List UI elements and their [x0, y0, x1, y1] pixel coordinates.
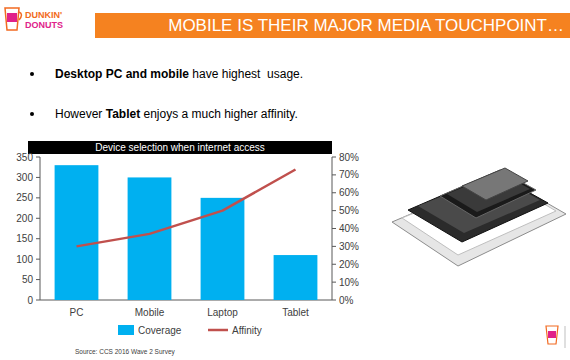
y-tick: [36, 177, 40, 178]
y2-tick: [332, 192, 336, 193]
x-tick-label: Mobile: [135, 307, 165, 318]
logo-text: DUNKIN': [25, 10, 62, 20]
legend-swatch: [118, 325, 134, 335]
bullet-text: Desktop PC and mobile have highest usage…: [55, 67, 303, 81]
bar: [128, 177, 172, 300]
y2-tick: [332, 157, 336, 158]
footer-logo: [546, 326, 565, 348]
y-tick: [36, 259, 40, 260]
y2-tick-label: 10%: [339, 277, 359, 288]
y2-tick: [332, 300, 336, 301]
tablets-image: [392, 168, 566, 266]
bar: [55, 165, 99, 300]
bullet-segment: Desktop PC and mobile: [55, 67, 189, 81]
legend: Coverage Affinity: [118, 325, 262, 336]
y-tick: [36, 300, 40, 301]
y2-tick-label: 80%: [339, 152, 359, 163]
footer-logo-cup: [546, 326, 558, 344]
logo: DUNKIN'DONUTS: [5, 8, 63, 30]
chart-title-bar: [28, 141, 332, 154]
legend-label: Affinity: [232, 325, 262, 336]
bullet-dot: [30, 72, 34, 76]
y2-tick: [332, 210, 336, 211]
y-tick-label: 200: [16, 213, 33, 224]
source-note: Source: CCS 2016 Wave 2 Survey: [75, 348, 176, 356]
x-tick-label: Tablet: [282, 307, 309, 318]
slide: DUNKIN'DONUTS MOBILE IS THEIR MAJOR MEDIA…: [0, 0, 570, 360]
chart: Device selection when internet access 0 50…: [16, 141, 359, 336]
y-tick-label: 300: [16, 172, 33, 183]
logo-cup: [5, 8, 19, 30]
footer-divider: [565, 326, 566, 348]
bullet-segment: have highest usage.: [189, 67, 303, 81]
bullet-segment: enjoys a much higher affinity.: [140, 107, 298, 121]
logo-cup-handle: [19, 12, 22, 20]
y2-tick: [332, 282, 336, 283]
y-tick: [36, 218, 40, 219]
y2-tick-label: 0%: [339, 295, 354, 306]
bullet-dot: [30, 112, 34, 116]
y2-tick: [332, 174, 336, 175]
y-tick: [36, 157, 40, 158]
y2-tick-label: 20%: [339, 259, 359, 270]
header-bar: [95, 13, 570, 38]
y-tick: [36, 279, 40, 280]
chart-title: Device selection when internet access: [95, 142, 265, 153]
bullet-segment: However: [55, 107, 106, 121]
plot-area: [55, 165, 318, 300]
y2-tick-label: 70%: [339, 169, 359, 180]
phone: [462, 168, 528, 200]
x-tick-label: Laptop: [207, 307, 238, 318]
line: [77, 170, 296, 247]
footer-logo-band: [548, 331, 556, 338]
y-axis-line: [40, 157, 41, 300]
y-tick: [36, 238, 40, 239]
x-tick-label: PC: [70, 307, 84, 318]
bullet-text: However Tablet enjoys a much higher affi…: [55, 107, 298, 121]
y2-tick-label: 30%: [339, 241, 359, 252]
y2-tick: [332, 264, 336, 265]
y2-tick-label: 40%: [339, 223, 359, 234]
y2-tick: [332, 246, 336, 247]
y2-tick-label: 60%: [339, 187, 359, 198]
legend-swatch: [208, 329, 228, 332]
slide-title: MOBILE IS THEIR MAJOR MEDIA TOUCHPOINT…: [168, 16, 564, 35]
bar: [201, 198, 245, 300]
bar: [274, 255, 318, 300]
y-tick-label: 0: [27, 295, 33, 306]
y-tick-label: 250: [16, 192, 33, 203]
y-tick-label: 50: [22, 274, 34, 285]
y-tick: [36, 197, 40, 198]
legend-label: Coverage: [138, 325, 182, 336]
logo-cup-band: [7, 13, 17, 22]
y-tick-label: 150: [16, 233, 33, 244]
y2-tick: [332, 228, 336, 229]
bullet-segment: Tablet: [106, 107, 140, 121]
logo-text: DONUTS: [25, 20, 63, 30]
y-tick-label: 350: [16, 152, 33, 163]
y-tick-label: 100: [16, 254, 33, 265]
y2-tick-label: 50%: [339, 205, 359, 216]
